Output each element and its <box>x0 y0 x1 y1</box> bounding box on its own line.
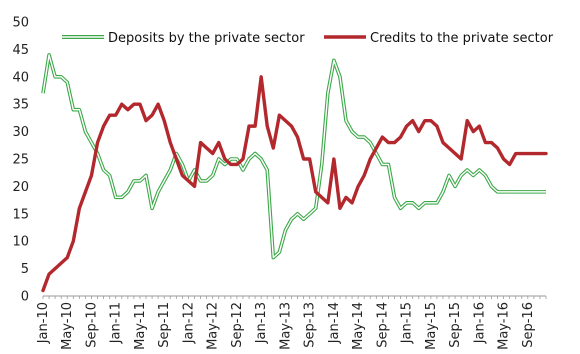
x-tick-label: May-13 <box>278 302 293 350</box>
x-tick-label: May-12 <box>206 302 221 350</box>
y-tick-label: 5 <box>21 262 29 277</box>
x-tick-label: Sep-11 <box>157 302 172 348</box>
y-tick-label: 50 <box>12 16 29 31</box>
y-tick-label: 15 <box>12 207 29 222</box>
x-tick-label: Jan-14 <box>327 302 342 344</box>
legend-label-credits: Credits to the private sector <box>370 31 554 46</box>
x-tick-label: Sep-15 <box>448 302 463 348</box>
x-tick-label: Jan-13 <box>254 302 269 344</box>
y-tick-label: 25 <box>12 153 29 168</box>
x-tick-label: Jan-15 <box>400 302 415 344</box>
x-tick-label: Sep-16 <box>521 302 536 348</box>
x-tick-label: Sep-13 <box>303 302 318 348</box>
legend: Deposits by the private sector Credits t… <box>62 31 554 46</box>
x-tick-label: Sep-10 <box>84 302 99 348</box>
x-tick-label: Jan-16 <box>472 302 487 344</box>
x-axis: Jan-10 May-10 Sep-10 Jan-11 May-11 Sep-11 Jan-… <box>36 295 547 350</box>
y-tick-label: 40 <box>12 70 29 85</box>
series-layer <box>41 53 548 293</box>
y-axis: 0 5 10 15 20 25 30 35 40 45 50 <box>12 16 29 305</box>
y-tick-label: 20 <box>12 180 29 195</box>
legend-item-deposits: Deposits by the private sector <box>62 31 305 46</box>
x-tick-label: May-14 <box>351 302 366 350</box>
x-tick-label: May-11 <box>133 302 148 350</box>
x-tick-label: May-10 <box>60 302 75 350</box>
x-tick-label: Jan-10 <box>36 302 51 344</box>
x-tick-label: Sep-14 <box>375 302 390 348</box>
series-line-credits <box>41 75 548 293</box>
legend-item-credits: Credits to the private sector <box>324 31 554 46</box>
y-tick-label: 30 <box>12 125 29 140</box>
series-line-deposits <box>42 54 546 259</box>
y-tick-label: 45 <box>12 43 29 58</box>
x-tick-label: May-16 <box>497 302 512 350</box>
y-tick-label: 35 <box>12 98 29 113</box>
legend-label-deposits: Deposits by the private sector <box>108 31 305 46</box>
y-tick-label: 0 <box>21 290 29 305</box>
y-tick-label: 10 <box>12 235 29 250</box>
x-tick-label: Sep-12 <box>230 302 245 348</box>
x-tick-label: Jan-11 <box>109 302 124 344</box>
series-line-deposits-outline <box>41 53 546 260</box>
x-tick-label: May-15 <box>424 302 439 350</box>
x-tick-label: Jan-12 <box>181 302 196 344</box>
